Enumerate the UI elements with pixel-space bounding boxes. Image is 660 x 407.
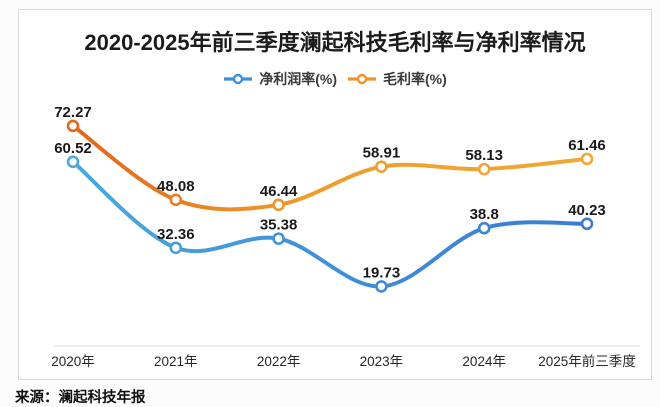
value-label: 46.44 [260,183,298,200]
value-label: 60.52 [54,140,92,157]
data-point-marker [169,193,183,207]
data-point-marker [375,280,388,293]
value-label: 58.13 [465,147,503,164]
value-label: 38.8 [470,206,499,223]
data-point-marker [272,198,285,212]
legend-label-gross-margin: 毛利率(%) [383,71,447,87]
x-axis-label: 2023年 [360,354,404,369]
x-axis-label: 2024年 [462,354,506,369]
value-label: 19.73 [363,264,401,281]
value-label: 48.08 [157,178,195,195]
series-line-1 [71,123,589,212]
data-point-marker [375,160,388,174]
data-point-marker [580,152,594,166]
x-axis-label: 2020年 [51,354,95,369]
legend-line-marker-icon [348,73,376,85]
data-point-marker [272,232,285,245]
source-note: 来源：澜起科技年报 [15,390,146,406]
x-axis-label: 2021年 [154,354,198,369]
data-point-marker [580,217,594,231]
legend-line-marker-icon [224,73,253,85]
legend-item-net-profit-margin: 净利润率(%) [223,69,337,89]
data-point-marker [169,241,183,255]
data-point-marker [477,221,491,235]
data-point-marker [66,119,80,133]
value-label: 58.91 [363,145,401,162]
value-label: 61.46 [568,137,606,154]
series-line-0 [71,159,589,289]
value-label: 40.23 [568,202,606,219]
value-label: 32.36 [157,226,195,243]
x-axis-label: 2022年 [257,354,301,369]
value-label: 72.27 [54,104,92,121]
value-label: 35.38 [260,217,298,234]
chart-title: 2020-2025年前三季度澜起科技毛利率与净利率情况 [84,30,586,55]
legend-item-gross-margin: 毛利率(%) [347,69,447,89]
chart-card: 2020-2025年前三季度澜起科技毛利率与净利率情况 净利润率(%) 毛利率(… [18,9,652,380]
data-point-marker [66,155,80,169]
legend-label-net-profit-margin: 净利润率(%) [259,71,337,87]
chart-legend: 净利润率(%) 毛利率(%) [19,68,651,90]
x-axis-label: 2025年前三季度 [538,353,636,369]
data-point-marker [477,162,491,176]
